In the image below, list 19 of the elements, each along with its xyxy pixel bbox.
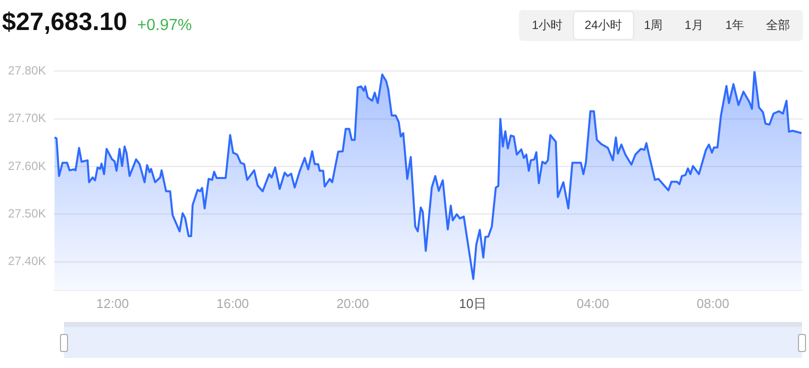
x-tick-label: 12:00 [96,296,129,311]
y-tick-label: 27.70K [8,111,46,126]
text: 1年 [724,17,745,34]
x-tick-label: 20:00 [336,296,369,311]
text: 全部 [765,17,791,34]
y-tick-label: 27.60K [8,158,46,173]
y-tick-label: 27.40K [8,254,46,268]
x-tick-label: 16:00 [216,296,249,311]
text: 24小时 [574,12,633,39]
y-tick-label: 27.50K [8,206,46,220]
text: 1月 [684,17,704,34]
chart-title: $27,683.10 [2,8,128,37]
text: 1小时 [530,17,564,34]
chart-subtitle: +0.97% [137,17,192,35]
x-tick-label: 10日 [459,296,487,311]
x-tick-label: 08:00 [696,296,730,311]
text: 1周 [642,17,664,34]
y-tick-label: 27.80K [8,64,46,78]
x-tick-label: 04:00 [576,296,610,311]
